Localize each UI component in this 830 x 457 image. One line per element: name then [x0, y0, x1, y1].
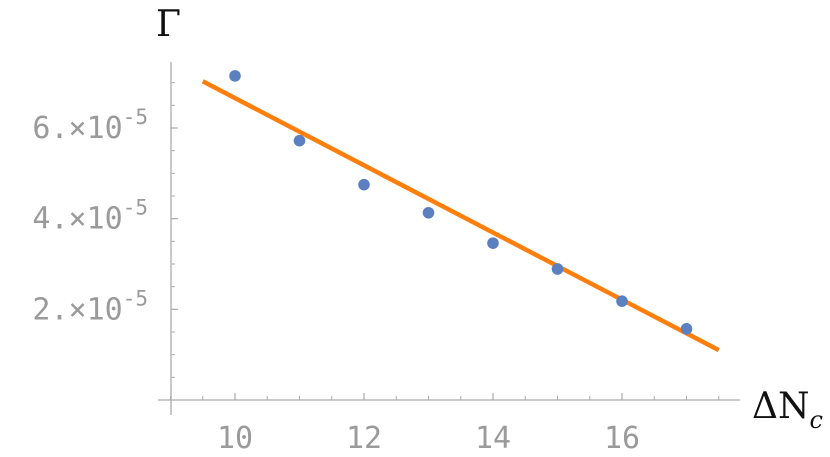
- x-tick-label: 14: [475, 421, 511, 456]
- y-tick-mantissa: 2.×10: [32, 292, 122, 327]
- y-tick-label: 4.×10-5: [32, 196, 148, 237]
- y-tick-mantissa: 6.×10: [32, 111, 122, 146]
- fit-line: [201, 79, 720, 353]
- data-point: [616, 295, 628, 307]
- data-point: [487, 237, 499, 249]
- data-point: [422, 206, 435, 219]
- y-axis-label: Γ: [156, 4, 181, 45]
- x-tick-label: 16: [604, 421, 640, 456]
- x-tick-label: 10: [217, 421, 253, 456]
- data-point: [680, 323, 693, 335]
- x-axis-label-subscript: c: [810, 406, 823, 434]
- data-point: [293, 134, 306, 147]
- y-ticks: 2.×10-54.×10-56.×10-5: [32, 82, 178, 378]
- x-axis-label-main: ΔN: [752, 386, 810, 427]
- x-tick-label: 12: [346, 421, 382, 456]
- y-tick-exponent: -5: [123, 196, 148, 220]
- axes: [158, 62, 740, 415]
- y-tick-mantissa: 4.×10: [32, 202, 122, 237]
- y-tick-exponent: -5: [123, 105, 148, 129]
- y-tick-label: 2.×10-5: [32, 286, 148, 327]
- data-point: [358, 178, 370, 191]
- data-point: [551, 263, 564, 275]
- series-layer: [201, 70, 720, 353]
- data-point: [229, 70, 241, 82]
- y-tick-label: 6.×10-5: [32, 105, 148, 146]
- x-axis-label: ΔNc: [752, 386, 823, 434]
- y-tick-exponent: -5: [123, 286, 148, 310]
- x-ticks: 10 12 14 16: [170, 393, 720, 456]
